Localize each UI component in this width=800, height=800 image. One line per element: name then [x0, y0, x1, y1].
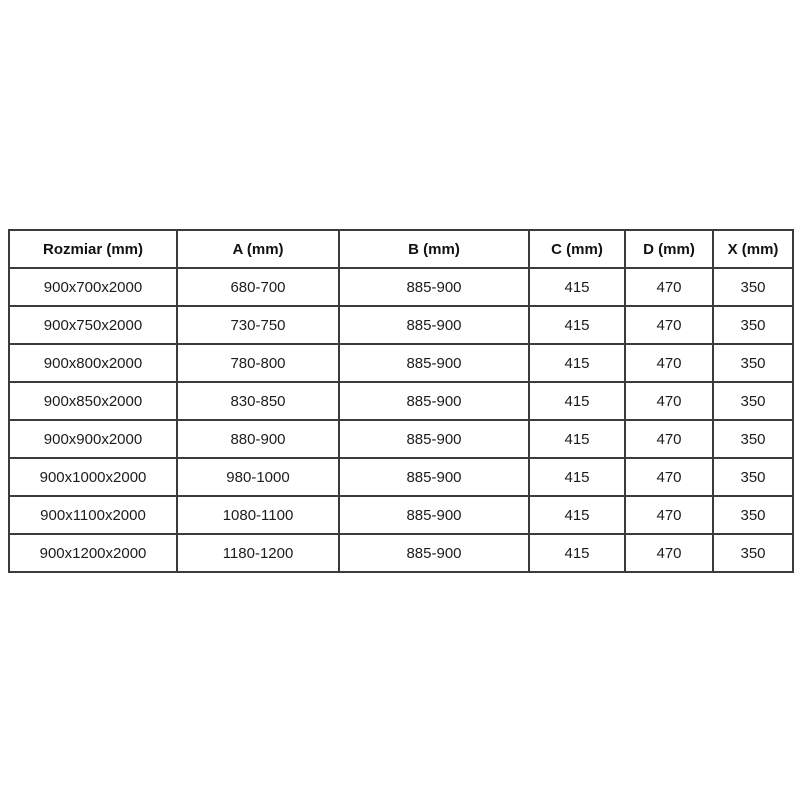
cell-a: 980-1000 [176, 457, 340, 497]
cell-a: 680-700 [176, 267, 340, 307]
cell-a: 1080-1100 [176, 495, 340, 535]
table-row: 900x850x2000 830-850 885-900 415 470 350 [8, 381, 794, 421]
cell-b: 885-900 [338, 343, 530, 383]
cell-b: 885-900 [338, 533, 530, 573]
table-row: 900x700x2000 680-700 885-900 415 470 350 [8, 267, 794, 307]
cell-x: 350 [712, 343, 794, 383]
cell-c: 415 [528, 305, 626, 345]
cell-c: 415 [528, 419, 626, 459]
cell-b: 885-900 [338, 381, 530, 421]
cell-c: 415 [528, 381, 626, 421]
cell-rozmiar: 900x800x2000 [8, 343, 178, 383]
dimensions-table: Rozmiar (mm) A (mm) B (mm) C (mm) D (mm)… [8, 229, 794, 573]
cell-b: 885-900 [338, 457, 530, 497]
cell-rozmiar: 900x1000x2000 [8, 457, 178, 497]
cell-b: 885-900 [338, 419, 530, 459]
table-row: 900x800x2000 780-800 885-900 415 470 350 [8, 343, 794, 383]
cell-a: 730-750 [176, 305, 340, 345]
column-header-x: X (mm) [712, 229, 794, 269]
cell-d: 470 [624, 495, 714, 535]
cell-x: 350 [712, 305, 794, 345]
cell-d: 470 [624, 267, 714, 307]
table-row: 900x1000x2000 980-1000 885-900 415 470 3… [8, 457, 794, 497]
cell-b: 885-900 [338, 495, 530, 535]
cell-x: 350 [712, 267, 794, 307]
cell-c: 415 [528, 533, 626, 573]
table-row: 900x1200x2000 1180-1200 885-900 415 470 … [8, 533, 794, 573]
cell-c: 415 [528, 267, 626, 307]
column-header-d: D (mm) [624, 229, 714, 269]
header-row: Rozmiar (mm) A (mm) B (mm) C (mm) D (mm)… [8, 229, 794, 269]
cell-x: 350 [712, 495, 794, 535]
cell-rozmiar: 900x900x2000 [8, 419, 178, 459]
cell-a: 830-850 [176, 381, 340, 421]
cell-d: 470 [624, 419, 714, 459]
cell-rozmiar: 900x1200x2000 [8, 533, 178, 573]
table-row: 900x750x2000 730-750 885-900 415 470 350 [8, 305, 794, 345]
cell-c: 415 [528, 495, 626, 535]
column-header-b: B (mm) [338, 229, 530, 269]
cell-d: 470 [624, 533, 714, 573]
cell-b: 885-900 [338, 305, 530, 345]
cell-d: 470 [624, 305, 714, 345]
column-header-rozmiar: Rozmiar (mm) [8, 229, 178, 269]
column-header-c: C (mm) [528, 229, 626, 269]
cell-a: 880-900 [176, 419, 340, 459]
cell-c: 415 [528, 343, 626, 383]
cell-x: 350 [712, 381, 794, 421]
cell-b: 885-900 [338, 267, 530, 307]
cell-a: 780-800 [176, 343, 340, 383]
cell-rozmiar: 900x750x2000 [8, 305, 178, 345]
column-header-a: A (mm) [176, 229, 340, 269]
cell-x: 350 [712, 533, 794, 573]
cell-x: 350 [712, 457, 794, 497]
table-row: 900x1100x2000 1080-1100 885-900 415 470 … [8, 495, 794, 535]
cell-rozmiar: 900x700x2000 [8, 267, 178, 307]
cell-d: 470 [624, 457, 714, 497]
cell-rozmiar: 900x1100x2000 [8, 495, 178, 535]
cell-x: 350 [712, 419, 794, 459]
table-row: 900x900x2000 880-900 885-900 415 470 350 [8, 419, 794, 459]
cell-c: 415 [528, 457, 626, 497]
cell-d: 470 [624, 381, 714, 421]
cell-rozmiar: 900x850x2000 [8, 381, 178, 421]
cell-a: 1180-1200 [176, 533, 340, 573]
cell-d: 470 [624, 343, 714, 383]
